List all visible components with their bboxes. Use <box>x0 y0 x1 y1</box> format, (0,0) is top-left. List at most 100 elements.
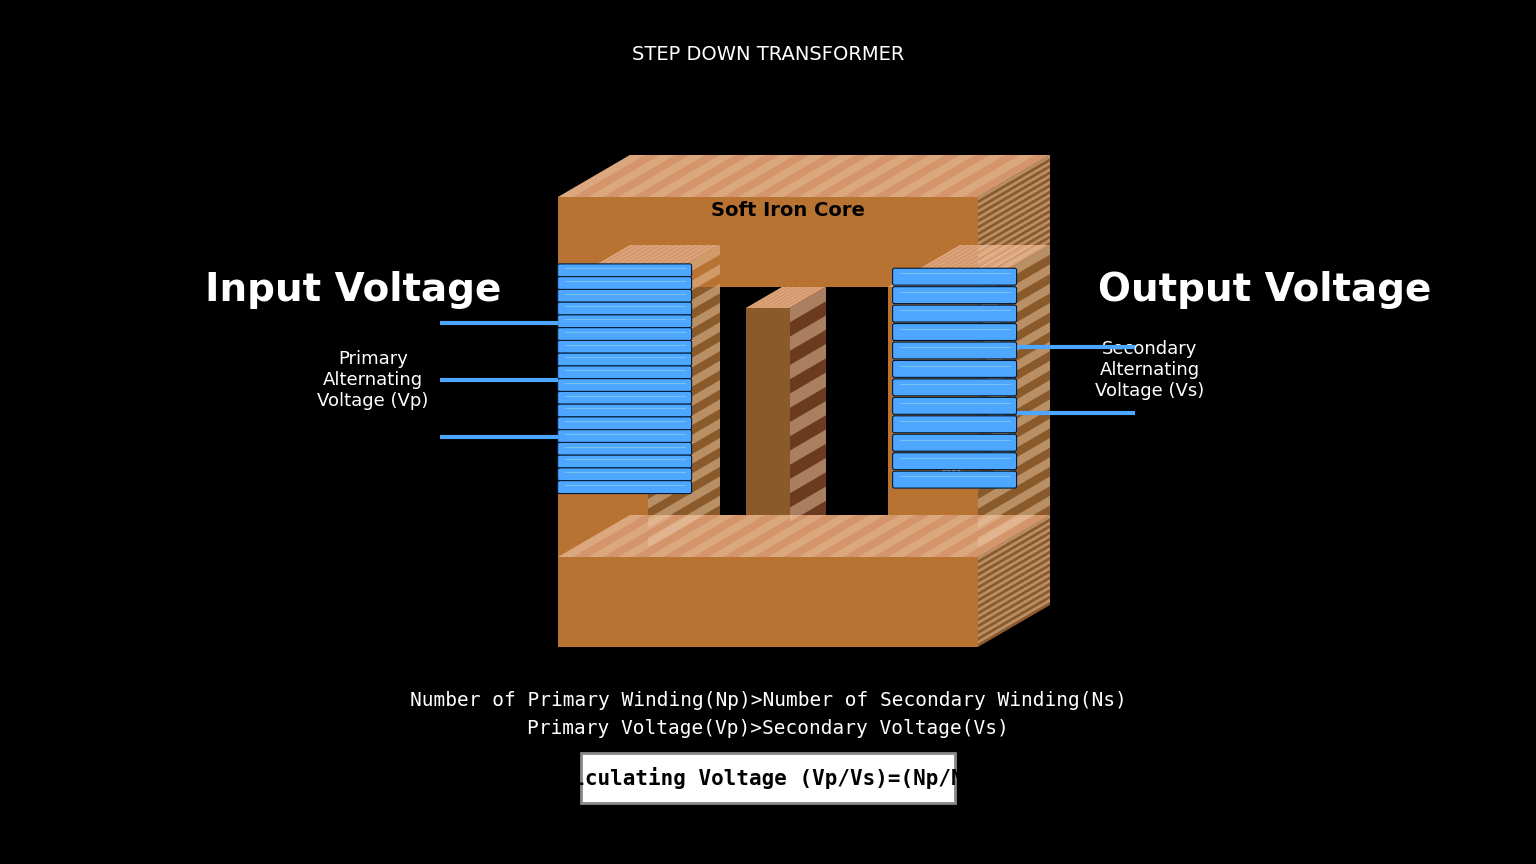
FancyBboxPatch shape <box>558 365 691 378</box>
Polygon shape <box>978 206 1051 251</box>
Polygon shape <box>888 245 1051 287</box>
Polygon shape <box>926 245 1001 287</box>
Polygon shape <box>790 458 826 493</box>
FancyBboxPatch shape <box>558 455 691 468</box>
Polygon shape <box>919 155 1005 197</box>
Polygon shape <box>790 372 826 408</box>
Polygon shape <box>978 579 1051 625</box>
Polygon shape <box>978 528 1051 573</box>
Polygon shape <box>978 599 1051 644</box>
FancyBboxPatch shape <box>558 417 691 429</box>
Polygon shape <box>588 515 674 557</box>
Polygon shape <box>978 522 1051 567</box>
Polygon shape <box>558 515 645 557</box>
Polygon shape <box>914 245 989 287</box>
Polygon shape <box>978 567 1051 612</box>
Polygon shape <box>610 245 685 287</box>
Polygon shape <box>558 287 648 557</box>
FancyBboxPatch shape <box>558 404 691 417</box>
FancyBboxPatch shape <box>892 453 1017 470</box>
Polygon shape <box>648 399 720 451</box>
Polygon shape <box>978 341 1051 393</box>
Polygon shape <box>558 155 1051 197</box>
Polygon shape <box>790 486 826 522</box>
FancyBboxPatch shape <box>892 342 1017 359</box>
Polygon shape <box>799 515 885 557</box>
FancyBboxPatch shape <box>581 753 955 803</box>
Polygon shape <box>648 418 720 470</box>
Polygon shape <box>737 155 825 197</box>
Polygon shape <box>908 245 983 287</box>
Polygon shape <box>588 155 674 197</box>
Polygon shape <box>648 496 720 548</box>
Polygon shape <box>590 245 665 287</box>
Polygon shape <box>978 155 1051 200</box>
Polygon shape <box>978 399 1051 451</box>
Polygon shape <box>648 476 720 528</box>
Polygon shape <box>648 245 720 557</box>
Polygon shape <box>978 438 1051 490</box>
Polygon shape <box>978 213 1051 258</box>
Polygon shape <box>828 515 915 557</box>
Polygon shape <box>768 515 856 557</box>
Polygon shape <box>978 457 1051 509</box>
Polygon shape <box>978 162 1051 206</box>
Polygon shape <box>648 360 720 412</box>
FancyBboxPatch shape <box>558 314 691 327</box>
Polygon shape <box>978 245 1051 557</box>
Polygon shape <box>978 226 1051 271</box>
Polygon shape <box>790 315 826 351</box>
Polygon shape <box>978 232 1051 277</box>
Polygon shape <box>859 515 945 557</box>
Polygon shape <box>648 264 720 316</box>
Text: Calculating Voltage (Vp/Vs)=(Np/Ns): Calculating Voltage (Vp/Vs)=(Np/Ns) <box>547 767 989 789</box>
Polygon shape <box>558 245 720 287</box>
Polygon shape <box>578 245 653 287</box>
Text: Secondary
Alternating
Voltage (Vs): Secondary Alternating Voltage (Vs) <box>1095 340 1204 400</box>
Polygon shape <box>958 245 1034 287</box>
Polygon shape <box>628 245 703 287</box>
Polygon shape <box>978 586 1051 631</box>
Polygon shape <box>978 573 1051 618</box>
Polygon shape <box>616 245 691 287</box>
FancyBboxPatch shape <box>558 378 691 391</box>
Polygon shape <box>978 194 1051 238</box>
FancyBboxPatch shape <box>558 442 691 455</box>
Polygon shape <box>978 418 1051 470</box>
Polygon shape <box>919 515 1005 557</box>
Polygon shape <box>648 341 720 393</box>
Polygon shape <box>584 245 659 287</box>
FancyBboxPatch shape <box>558 429 691 442</box>
Polygon shape <box>888 515 975 557</box>
Polygon shape <box>888 245 963 287</box>
Polygon shape <box>790 287 826 536</box>
Polygon shape <box>972 245 1048 287</box>
Polygon shape <box>978 496 1051 548</box>
Polygon shape <box>978 181 1051 226</box>
Polygon shape <box>978 322 1051 374</box>
Polygon shape <box>558 155 645 197</box>
Polygon shape <box>900 245 975 287</box>
Polygon shape <box>779 287 817 308</box>
Polygon shape <box>948 155 1035 197</box>
Polygon shape <box>894 245 969 287</box>
Polygon shape <box>888 155 975 197</box>
Polygon shape <box>978 283 1051 335</box>
Polygon shape <box>978 245 1051 296</box>
Polygon shape <box>978 238 1051 283</box>
Polygon shape <box>978 380 1051 432</box>
Polygon shape <box>978 541 1051 586</box>
Polygon shape <box>648 283 720 335</box>
Polygon shape <box>558 515 1051 557</box>
FancyBboxPatch shape <box>892 287 1017 303</box>
Polygon shape <box>785 287 823 308</box>
Polygon shape <box>746 287 785 308</box>
FancyBboxPatch shape <box>892 379 1017 396</box>
Polygon shape <box>932 245 1008 287</box>
Polygon shape <box>617 515 705 557</box>
Polygon shape <box>790 429 826 465</box>
Text: Output Voltage: Output Voltage <box>1098 271 1432 309</box>
Polygon shape <box>768 155 856 197</box>
FancyBboxPatch shape <box>558 264 691 276</box>
Polygon shape <box>677 155 765 197</box>
